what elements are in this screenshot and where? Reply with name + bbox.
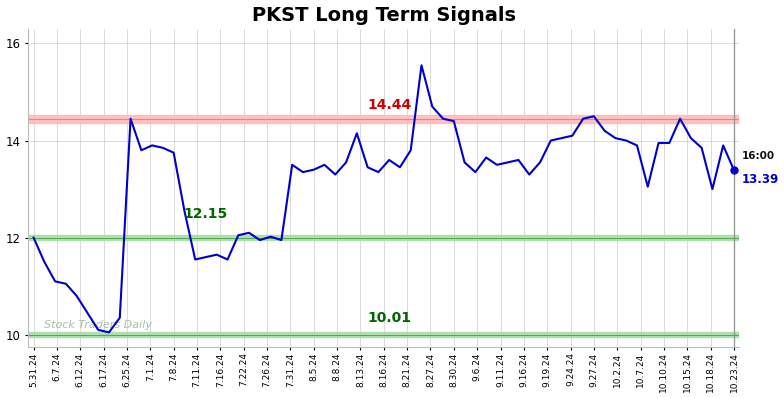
Bar: [28, 332, 739, 337]
Text: 13.39: 13.39: [742, 173, 779, 185]
Title: PKST Long Term Signals: PKST Long Term Signals: [252, 6, 516, 25]
Text: 16:00: 16:00: [742, 151, 775, 162]
Bar: [28, 235, 739, 240]
Text: 10.01: 10.01: [367, 311, 411, 325]
Text: 12.15: 12.15: [184, 207, 228, 220]
Bar: [28, 115, 739, 123]
Text: Stock Traders Daily: Stock Traders Daily: [45, 320, 152, 330]
Text: 14.44: 14.44: [367, 98, 412, 112]
